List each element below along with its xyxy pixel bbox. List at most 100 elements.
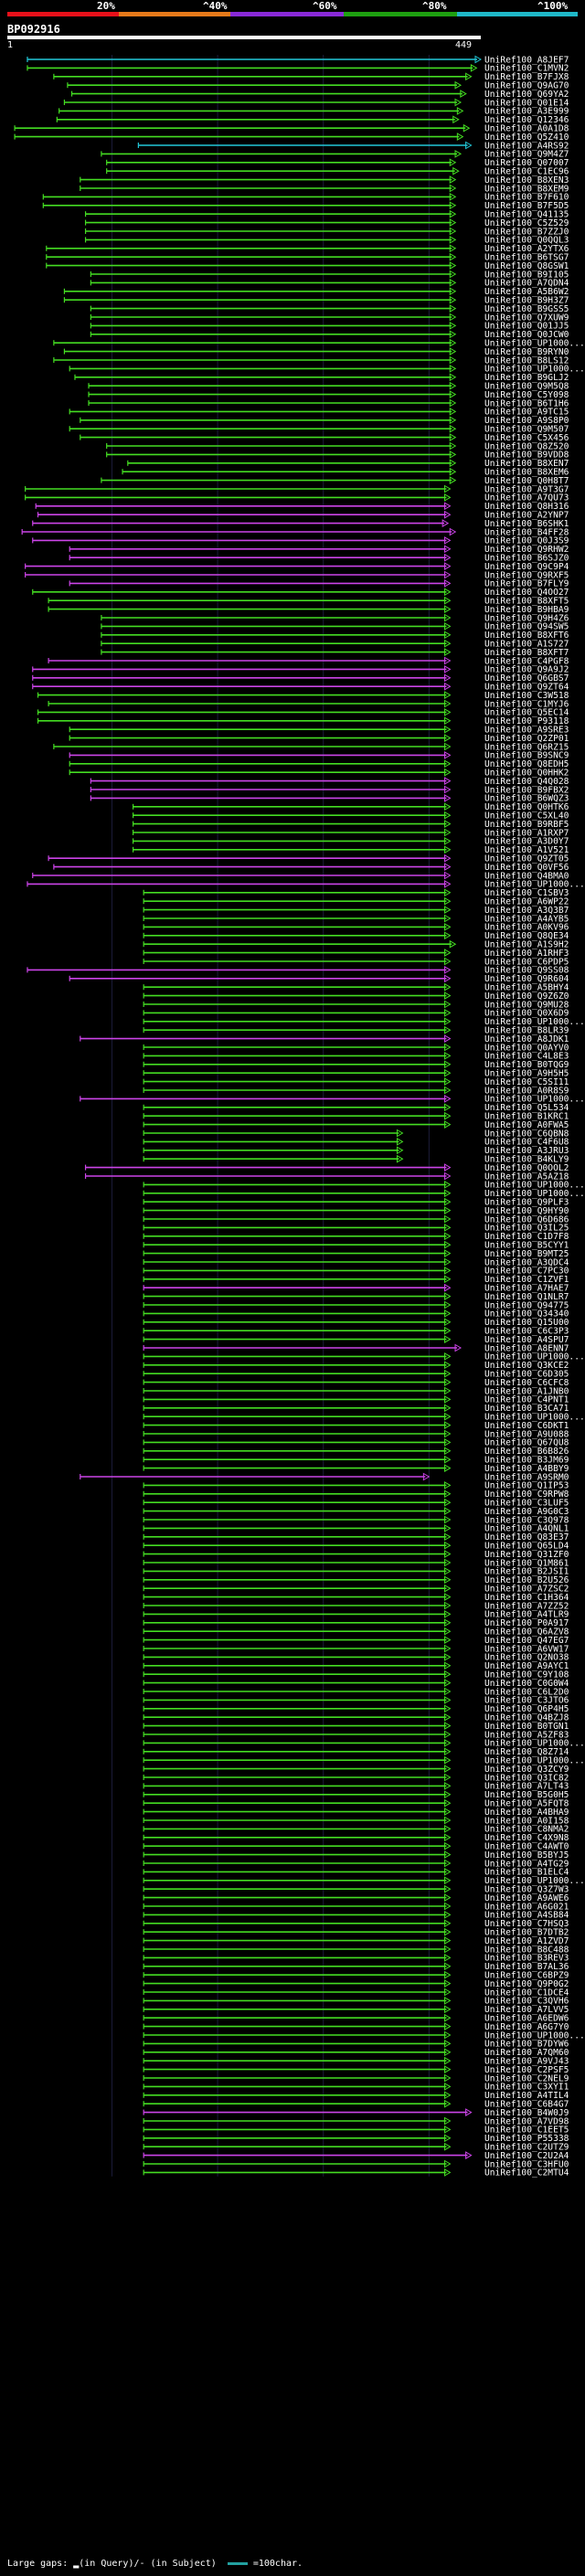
hit-label[interactable]: UniRef100_C1EET5	[484, 2125, 569, 2136]
hit-label[interactable]: UniRef100_Q4BMA0	[484, 871, 569, 881]
hit-label[interactable]: UniRef100_Q0VF56	[484, 863, 569, 873]
hit-label[interactable]: UniRef100_B9RBF5	[484, 820, 569, 830]
hit-label[interactable]: UniRef100_A0R8S9	[484, 1086, 569, 1096]
hit-label[interactable]: UniRef100_Q9PLF3	[484, 1198, 569, 1208]
hit-label[interactable]: UniRef100_Q01E14	[484, 98, 569, 108]
hit-label[interactable]: UniRef100_C2UTZ9	[484, 2143, 569, 2153]
hit-label[interactable]: UniRef100_C1H364	[484, 1593, 569, 1603]
hit-label[interactable]: UniRef100_B8XEM6	[484, 468, 569, 478]
hit-label[interactable]: UniRef100_Q6AZV8	[484, 1627, 569, 1638]
hit-label[interactable]: UniRef100_Q15U00	[484, 1318, 569, 1328]
hit-label[interactable]: UniRef100_B8XFT5	[484, 597, 569, 607]
hit-label[interactable]: UniRef100_Q07007	[484, 158, 569, 168]
hit-label[interactable]: UniRef100_C5XL40	[484, 811, 569, 822]
hit-label[interactable]: UniRef100_UP1000...	[484, 1756, 585, 1766]
hit-label[interactable]: UniRef100_B7DYW6	[484, 2040, 569, 2050]
hit-label[interactable]: UniRef100_UP1000...	[484, 1189, 585, 1199]
hit-label[interactable]: UniRef100_Q9MU28	[484, 1000, 569, 1010]
hit-label[interactable]: UniRef100_B8XEN3	[484, 175, 569, 186]
hit-label[interactable]: UniRef100_A1ZVD7	[484, 1936, 569, 1946]
hit-label[interactable]: UniRef100_Q12346	[484, 115, 569, 125]
hit-label[interactable]: UniRef100_A9AYC1	[484, 1661, 569, 1671]
hit-label[interactable]: UniRef100_Q01JJ5	[484, 322, 569, 332]
hit-label[interactable]: UniRef100_B9I105	[484, 270, 569, 280]
hit-label[interactable]: UniRef100_C3QVH6	[484, 1997, 569, 2007]
hit-label[interactable]: UniRef100_B7FJX8	[484, 72, 569, 82]
hit-label[interactable]: UniRef100_B7F5D5	[484, 201, 569, 211]
hit-label[interactable]: UniRef100_A0I158	[484, 1816, 569, 1826]
hit-label[interactable]: UniRef100_A0KV96	[484, 923, 569, 933]
hit-label[interactable]: UniRef100_A7LVV5	[484, 2005, 569, 2015]
hit-label[interactable]: UniRef100_B9FBX2	[484, 785, 569, 795]
hit-label[interactable]: UniRef100_B7AL36	[484, 1962, 569, 1972]
hit-label[interactable]: UniRef100_UP1000...	[484, 365, 585, 375]
hit-label[interactable]: UniRef100_C5SI11	[484, 1077, 569, 1087]
hit-label[interactable]: UniRef100_C3Q978	[484, 1515, 569, 1525]
hit-label[interactable]: UniRef100_B8XFT6	[484, 631, 569, 641]
hit-label[interactable]: UniRef100_A6G021	[484, 1902, 569, 1912]
hit-label[interactable]: UniRef100_A4TIL4	[484, 2091, 569, 2101]
hit-label[interactable]: UniRef100_Q0JCW0	[484, 330, 569, 340]
hit-label[interactable]: UniRef100_UP1000...	[484, 1876, 585, 1886]
hit-label[interactable]: UniRef100_B6SJZ0	[484, 554, 569, 564]
hit-label[interactable]: UniRef100_Q1M861	[484, 1558, 569, 1568]
hit-label[interactable]: UniRef100_A1RXP7	[484, 828, 569, 838]
hit-label[interactable]: UniRef100_A9T3G7	[484, 484, 569, 494]
hit-label[interactable]: UniRef100_C6BPZ9	[484, 1971, 569, 1981]
hit-label[interactable]: UniRef100_Q5L534	[484, 1103, 569, 1113]
hit-label[interactable]: UniRef100_Q9RXF5	[484, 570, 569, 580]
hit-label[interactable]: UniRef100_B6T1H6	[484, 398, 569, 408]
hit-label[interactable]: UniRef100_Q6RZ15	[484, 742, 569, 752]
hit-label[interactable]: UniRef100_B6SHK1	[484, 519, 569, 529]
hit-label[interactable]: UniRef100_Q0OOL2	[484, 1163, 569, 1173]
hit-label[interactable]: UniRef100_B2JSI1	[484, 1567, 569, 1577]
hit-label[interactable]: UniRef100_A6G7Y0	[484, 2022, 569, 2032]
hit-label[interactable]: UniRef100_A9S8P0	[484, 416, 569, 426]
hit-label[interactable]: UniRef100_C9Y108	[484, 1670, 569, 1680]
hit-label[interactable]: UniRef100_B6WQZ3	[484, 794, 569, 804]
hit-label[interactable]: UniRef100_Q7XUW9	[484, 313, 569, 323]
hit-label[interactable]: UniRef100_B7F610	[484, 193, 569, 203]
hit-label[interactable]: UniRef100_B4W0J9	[484, 2108, 569, 2118]
hit-label[interactable]: UniRef100_Q9ZT64	[484, 683, 569, 693]
hit-label[interactable]: UniRef100_A2YNP7	[484, 511, 569, 521]
hit-label[interactable]: UniRef100_C7HSQ3	[484, 1919, 569, 1929]
hit-label[interactable]: UniRef100_Q4OO27	[484, 588, 569, 598]
hit-label[interactable]: UniRef100_C4PNT1	[484, 1395, 569, 1405]
hit-label[interactable]: UniRef100_A9SRM0	[484, 1472, 569, 1482]
hit-label[interactable]: UniRef100_Q3Z7W3	[484, 1885, 569, 1895]
hit-label[interactable]: UniRef100_B8XEN7	[484, 459, 569, 469]
hit-label[interactable]: UniRef100_A6VW17	[484, 1644, 569, 1654]
hit-label[interactable]: UniRef100_Q67QU8	[484, 1438, 569, 1448]
hit-label[interactable]: UniRef100_UP1000...	[484, 1413, 585, 1423]
hit-label[interactable]: UniRef100_Q3IL25	[484, 1224, 569, 1234]
hit-label[interactable]: UniRef100_A5FQT8	[484, 1799, 569, 1809]
hit-label[interactable]: UniRef100_Q4BZJ8	[484, 1713, 569, 1723]
hit-label[interactable]: UniRef100_A4RS92	[484, 141, 569, 151]
hit-label[interactable]: UniRef100_Q9M507	[484, 425, 569, 435]
hit-label[interactable]: UniRef100_C6L2D0	[484, 1687, 569, 1697]
hit-label[interactable]: UniRef100_A7VD98	[484, 2116, 569, 2126]
hit-label[interactable]: UniRef100_A8ENN7	[484, 1343, 569, 1353]
hit-label[interactable]: UniRef100_C2NEL9	[484, 2073, 569, 2083]
hit-label[interactable]: UniRef100_A4AYB5	[484, 914, 569, 924]
hit-label[interactable]: UniRef100_A5B6W2	[484, 287, 569, 297]
hit-label[interactable]: UniRef100_Q34340	[484, 1309, 569, 1320]
hit-label[interactable]: UniRef100_A7HAE7	[484, 1284, 569, 1294]
hit-label[interactable]: UniRef100_B5CYY1	[484, 1241, 569, 1251]
hit-label[interactable]: UniRef100_Q0AYV0	[484, 1043, 569, 1053]
hit-label[interactable]: UniRef100_A7ZZ52	[484, 1601, 569, 1611]
hit-label[interactable]: UniRef100_C4AWT0	[484, 1842, 569, 1852]
hit-label[interactable]: UniRef100_Q4Q028	[484, 777, 569, 787]
hit-label[interactable]: UniRef100_A0A1D8	[484, 124, 569, 134]
hit-label[interactable]: UniRef100_C8NMA2	[484, 1825, 569, 1835]
hit-label[interactable]: UniRef100_B6TSG7	[484, 253, 569, 263]
hit-label[interactable]: UniRef100_A9U088	[484, 1429, 569, 1439]
hit-label[interactable]: UniRef100_A7QDN4	[484, 279, 569, 289]
hit-label[interactable]: UniRef100_Q2ZP01	[484, 734, 569, 744]
hit-label[interactable]: UniRef100_A8JEF7	[484, 55, 569, 65]
hit-label[interactable]: UniRef100_A9H5H5	[484, 1069, 569, 1079]
hit-label[interactable]: UniRef100_A8JDK1	[484, 1034, 569, 1044]
hit-label[interactable]: UniRef100_UP1000...	[484, 1017, 585, 1027]
hit-label[interactable]: UniRef100_A4BHA9	[484, 1807, 569, 1818]
